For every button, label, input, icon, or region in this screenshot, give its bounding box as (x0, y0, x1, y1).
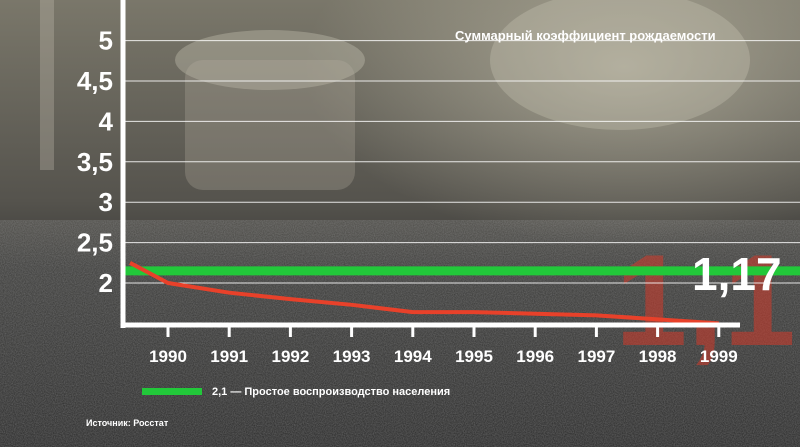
x-tick-label: 1991 (210, 347, 248, 366)
x-tick-label: 1999 (700, 347, 738, 366)
grid-lines (123, 40, 800, 284)
legend: 2,1 — Простое воспроизводство населения (142, 386, 450, 398)
end-value-label: 1,17 (692, 248, 782, 300)
source-note: Источник: Росстат (86, 418, 169, 428)
y-tick-label: 5 (99, 26, 113, 56)
x-tick-label: 1992 (271, 347, 309, 366)
y-tick-label: 4,5 (77, 66, 113, 96)
fertility-rate-line (129, 261, 719, 326)
y-tick-label: 3 (99, 187, 113, 217)
x-tick-label: 1994 (394, 347, 432, 366)
legend-swatch (142, 388, 202, 395)
x-tick-label: 1995 (455, 347, 493, 366)
x-tick-label: 1996 (516, 347, 554, 366)
x-tick-label: 1990 (149, 347, 187, 366)
axes (120, 0, 740, 328)
y-tick-label: 2,5 (77, 228, 113, 258)
x-tick-label: 1993 (333, 347, 371, 366)
y-axis-tick-labels: 2 2,5 3 3,5 4 4,5 5 (77, 26, 114, 298)
y-tick-label: 3,5 (77, 147, 113, 177)
chart-title: Суммарный коэффициент рождаемости (455, 28, 716, 43)
end-value-shadow-label: 1,17 (615, 227, 800, 373)
x-tick-label: 1997 (577, 347, 615, 366)
legend-label: 2,1 — Простое воспроизводство населения (212, 386, 450, 398)
x-axis-ticks: 1990 1991 1992 1993 1994 1995 1996 1997 1998 1999 (149, 325, 738, 366)
x-tick-label: 1998 (639, 347, 677, 366)
y-tick-label: 4 (99, 106, 114, 136)
y-tick-label: 2 (99, 268, 113, 298)
